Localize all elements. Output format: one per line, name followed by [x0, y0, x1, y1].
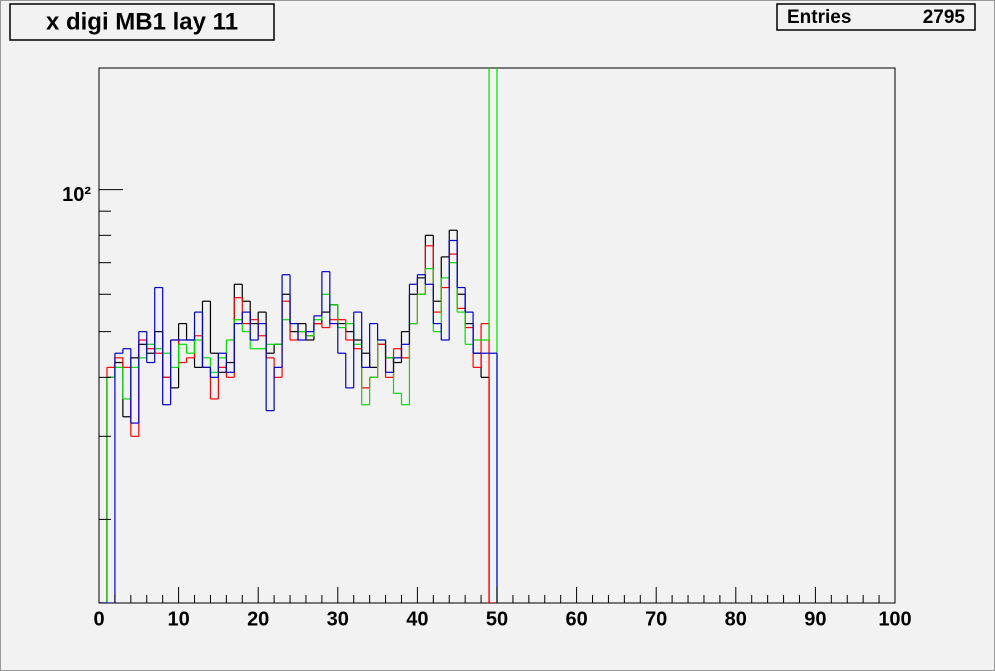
x-tick-label: 20: [247, 608, 269, 630]
stats-box: [776, 3, 976, 31]
stats-label: Entries: [787, 7, 851, 28]
y-tick-label: 10²: [62, 184, 91, 206]
title-box: [9, 3, 275, 41]
x-tick-label: 0: [93, 608, 104, 630]
x-tick-label: 40: [406, 608, 428, 630]
x-tick-label: 10: [167, 608, 189, 630]
chart-title: x digi MB1 lay 11: [46, 8, 238, 35]
x-tick-label: 80: [725, 608, 747, 630]
x-tick-label: 70: [645, 608, 667, 630]
x-tick-label: 30: [327, 608, 349, 630]
x-tick-label: 50: [486, 608, 508, 630]
plot-area: [99, 68, 498, 603]
stats-value: 2795: [923, 7, 966, 28]
x-tick-label: 100: [878, 608, 911, 630]
x-tick-label: 90: [804, 608, 826, 630]
x-tick-label: 60: [565, 608, 587, 630]
